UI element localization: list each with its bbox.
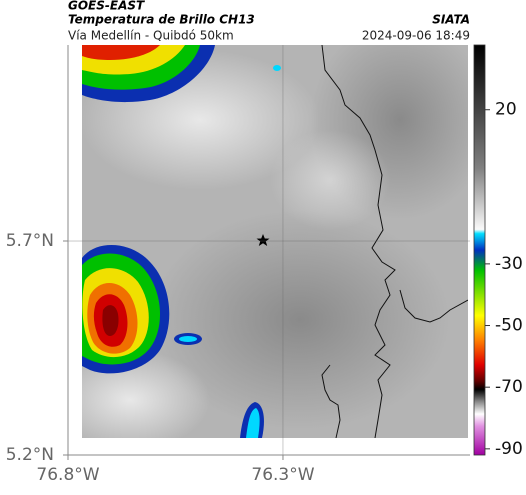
route: Vía Medellín - Quibdó 50km [68, 29, 234, 43]
x-tick-label: 76.8°W [36, 465, 99, 485]
source: SIATA [432, 13, 470, 27]
colorbar-tick-label: -70 [495, 377, 523, 397]
y-tick-label: 5.7°N [6, 231, 54, 251]
product-title: Temperatura de Brillo CH13 [68, 13, 255, 27]
x-tick-label: 76.3°W [251, 465, 314, 485]
datetime: 2024-09-06 18:49 [362, 29, 470, 43]
satellite: GOES-EAST [68, 0, 145, 13]
colorbar-tick-label: -30 [495, 254, 523, 274]
colorbar-tick-label: 20 [495, 100, 517, 120]
y-tick-label: 5.2°N [6, 445, 54, 465]
colorbar-tick-label: -50 [495, 316, 523, 336]
satellite-image [82, 45, 468, 438]
colorbar-tick-label: -90 [495, 439, 523, 459]
colorbar [473, 44, 486, 456]
graticule [68, 45, 470, 455]
